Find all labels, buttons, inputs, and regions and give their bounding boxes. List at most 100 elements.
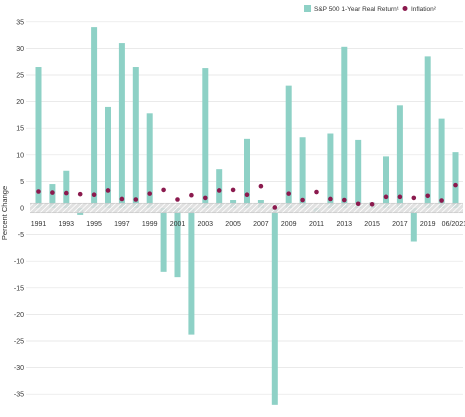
hatch-line [72,203,84,213]
hatch-line [413,203,425,213]
y-tick-label: -35 [14,392,24,399]
hatch-line [111,203,122,213]
hatch-line [39,203,51,213]
y-tick-label: -20 [14,312,24,319]
hatch-line [287,203,298,213]
y-axis-ticks: 35 30 25 20 15 10 5 0 -5 -10 -15 -20 -25 -30 -35 [14,19,24,398]
bar [285,85,292,208]
inflation-point [397,194,403,200]
hatch-line [149,203,161,213]
inflation-point [203,195,208,201]
inflation-point [64,190,69,196]
x-tick-label: 2013 [337,221,353,228]
inflation-point [383,194,389,200]
y-tick-label: 30 [16,46,24,53]
bar [63,170,70,208]
hatch-line [67,203,78,213]
inflation-point [77,191,83,197]
bar [132,67,139,209]
inflation-point [272,205,278,210]
x-tick-label: 1997 [114,221,130,228]
zero-band-hatch [30,203,463,213]
x-tick-label: 2011 [309,221,324,228]
bar [160,208,167,272]
bar [244,138,250,208]
zero-band-fill [30,203,463,213]
hatch-line [309,203,320,213]
inflation-point [314,189,319,195]
hatch-line [56,203,67,213]
inflation-point [258,183,264,189]
y-tick-label: -25 [14,339,24,346]
hatch-line [446,203,458,213]
hatch-line [226,203,238,213]
hatch-line [243,203,254,213]
hatch-line [160,203,172,213]
hatch-line [254,203,265,213]
inflation-point [411,195,417,201]
inflation-point [342,197,347,203]
hatch-line [386,203,397,213]
bar [49,184,56,208]
hatch-line [265,203,276,213]
hatch-line [397,203,408,213]
hatch-line [166,203,177,213]
hatch-line [133,203,144,213]
bar [355,139,362,208]
hatch-line [100,203,111,213]
hatch-line [155,203,166,213]
hatch-line [83,203,95,213]
y-tick-label: 20 [16,99,24,106]
x-tick-label: 1995 [86,221,102,228]
legend-swatch-inflation [402,6,408,11]
y-tick-label: -5 [18,232,24,239]
hatch-line [358,203,370,213]
hatch-line [89,203,100,213]
y-tick-label: 0 [20,206,24,213]
y-tick-label: 10 [16,152,24,159]
x-tick-label: 1991 [31,221,47,228]
hatch-line [457,207,463,213]
y-tick-label: 5 [20,179,24,186]
hatch-line [138,203,150,213]
bar [35,67,42,209]
hatch-line [105,203,117,213]
y-tick-label: 15 [16,126,24,133]
legend-label-sp500: S&P 500 1-Year Real Return¹ [314,6,400,13]
inflation-point [328,196,333,202]
x-tick-label: 2005 [225,221,241,228]
hatch-line [452,203,463,213]
hatch-line [380,203,392,213]
hatch-line [34,203,45,213]
bar [271,208,278,405]
hatch-line [375,203,386,213]
x-tick-label: 1999 [142,221,158,228]
hatch-line [177,203,188,213]
y-tick-label: 25 [16,73,24,80]
zero-band [30,202,463,214]
inflation-point [453,182,458,188]
x-tick-label: 2001 [170,221,186,228]
hatch-line [441,203,452,213]
bar [146,113,153,208]
bar [327,133,334,208]
inflation-point [119,196,125,202]
hatch-line [61,203,73,213]
x-tick-label: 2009 [281,221,297,228]
hatch-line [50,203,62,213]
hatch-line [292,203,304,213]
hatch-line [237,203,249,213]
hatch-line [248,203,260,213]
x-tick-label: 2015 [364,221,380,228]
hatch-line [45,203,56,213]
inflation-points [36,182,458,210]
hatch-line [391,203,403,213]
hatch-line [122,203,133,213]
inflation-point [189,192,194,198]
hatch-line [94,203,106,213]
hatch-line [276,203,287,213]
bar [452,152,459,208]
hatch-line [298,203,309,213]
hatch-line [30,203,34,208]
inflation-point [439,198,444,203]
